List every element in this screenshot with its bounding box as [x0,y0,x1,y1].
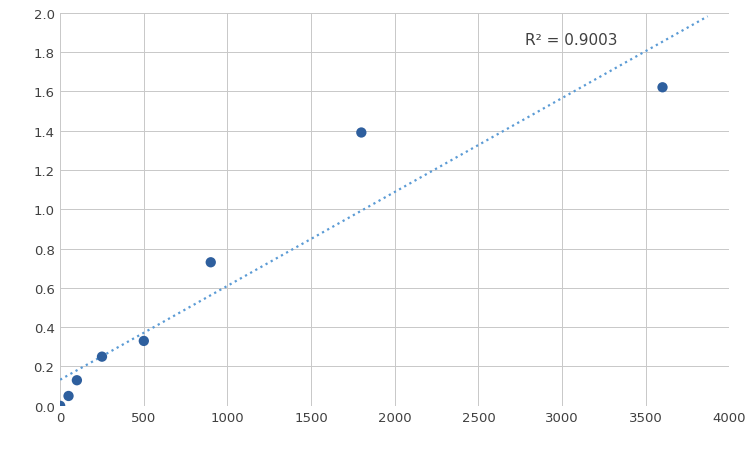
Point [96,353,108,360]
Point [71,377,83,384]
Point [62,392,74,400]
Point [54,402,66,410]
Point [355,129,367,137]
Point [656,84,669,92]
Point [205,259,217,266]
Text: R² = 0.9003: R² = 0.9003 [526,33,618,48]
Point [138,337,150,345]
